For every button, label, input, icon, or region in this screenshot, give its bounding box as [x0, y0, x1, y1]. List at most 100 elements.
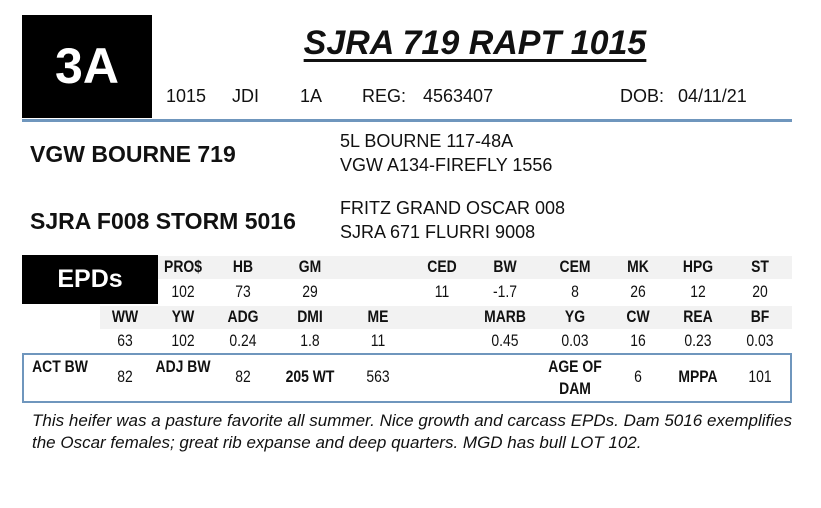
epd-header: ADG	[224, 307, 262, 327]
epd-label: EPDs	[22, 255, 158, 304]
epd-header: GM	[296, 257, 323, 277]
epd-header: ME	[365, 307, 391, 327]
epd-header: HB	[231, 257, 256, 277]
sire-sire: 5L BOURNE 117-48A	[340, 131, 514, 151]
epd-header-text: REA	[683, 307, 713, 326]
performance-box	[22, 353, 792, 403]
epd-value: 11	[369, 331, 387, 351]
reg-label: REG:	[362, 86, 407, 106]
epd-value: 1.8	[298, 331, 322, 351]
perf-age-of-dam-label: AGE OF DAM	[540, 356, 610, 400]
epd-value-text: 11	[370, 331, 386, 350]
epd-value: 8	[570, 282, 579, 302]
epd-header: CEM	[556, 257, 594, 277]
epd-header: REA	[680, 307, 716, 327]
perf-wt205: 563	[364, 367, 392, 387]
epd-header-text: CED	[427, 257, 457, 276]
epd-value-text: 20	[752, 282, 768, 301]
epd-header-text: PRO$	[164, 257, 202, 276]
epd-value: 0.03	[743, 331, 776, 351]
dam: SJRA F008 STORM 5016	[30, 208, 296, 234]
perf-mppa-label-text: MPPA	[678, 367, 718, 386]
epd-value: 0.24	[226, 331, 259, 351]
perf-age-of-dam-label-text: AGE OF DAM	[548, 357, 602, 398]
animal-name: SJRA 719 RAPT 1015	[303, 24, 647, 62]
reg-number: 4563407	[423, 86, 494, 106]
epd-value-text: 102	[171, 282, 195, 301]
epd-header-text: CW	[626, 307, 650, 326]
perf-age-of-dam-text: 6	[634, 367, 642, 386]
epd-header-text: ADG	[227, 307, 259, 326]
epd-header: MK	[625, 257, 651, 277]
perf-adj-bw: 82	[234, 367, 253, 387]
epd-header-text: YW	[171, 307, 195, 326]
perf-adj-bw-text: 82	[235, 367, 251, 386]
epd-value-text: 16	[630, 331, 646, 350]
lot-number-badge: 3A	[22, 15, 152, 118]
epd-value-text: -1.7	[492, 282, 518, 301]
sire: VGW BOURNE 719	[30, 141, 236, 167]
epd-value: 16	[629, 331, 648, 351]
epd-value: 0.45	[488, 331, 521, 351]
epd-value: 20	[751, 282, 770, 302]
epd-value: 63	[116, 331, 135, 351]
epd-header-text: MARB	[484, 307, 526, 326]
epd-value: 0.23	[681, 331, 714, 351]
epd-header-text: HPG	[682, 257, 714, 276]
epd-header: YG	[563, 307, 588, 327]
epd-header: HPG	[680, 257, 717, 277]
epd-value-text: 11	[434, 282, 450, 301]
perf-mppa: 101	[746, 367, 774, 387]
epd-value: -1.7	[490, 282, 519, 302]
perf-adj-bw-label: ADJ BW	[148, 356, 218, 378]
epd-header-text: YG	[564, 307, 586, 326]
epd-header: MARB	[480, 307, 531, 327]
perf-wt205-text: 563	[366, 367, 390, 386]
epd-value: 0.03	[558, 331, 591, 351]
sire-dam: VGW A134-FIREFLY 1556	[340, 155, 553, 175]
epd-header-text: ME	[367, 307, 389, 326]
epd-value: 12	[689, 282, 708, 302]
epd-value-text: 12	[690, 282, 706, 301]
epd-value-text: 1.8	[300, 331, 320, 350]
comments: This heifer was a pasture favorite all s…	[32, 411, 792, 452]
epd-header-text: WW	[111, 307, 139, 326]
perf-act-bw-text: 82	[117, 367, 133, 386]
epd-value-text: 29	[302, 282, 318, 301]
perf-act-bw-label: ACT BW	[25, 356, 95, 378]
epd-value: 11	[433, 282, 451, 302]
epd-header-text: BW	[493, 257, 517, 276]
epd-value-text: 0.03	[746, 331, 774, 350]
epd-header-text: HB	[232, 257, 254, 276]
epd-header: DMI	[294, 307, 325, 327]
epd-header-text: CEM	[559, 257, 591, 276]
epd-value-text: 0.24	[229, 331, 257, 350]
perf-adj-bw-label-text: ADJ BW	[155, 357, 211, 376]
epd-header: ST	[749, 257, 771, 277]
epd-value-text: 26	[630, 282, 646, 301]
epd-value: 29	[301, 282, 320, 302]
perf-act-bw: 82	[116, 367, 135, 387]
perf-wt205-label-text: 205 WT	[285, 367, 335, 386]
perf-mppa-label: MPPA	[674, 367, 722, 387]
epd-header: BW	[491, 257, 519, 277]
epd-value-text: 73	[235, 282, 251, 301]
epd-header: YW	[169, 307, 196, 327]
epd-value: 102	[169, 282, 197, 302]
tattoo: JDI	[232, 86, 259, 106]
epd-value: 26	[629, 282, 648, 302]
epd-value-text: 63	[117, 331, 133, 350]
divider	[22, 119, 792, 122]
epd-header-band	[158, 256, 792, 279]
epd-header-text: GM	[298, 257, 322, 276]
epd-header: PRO$	[160, 257, 206, 277]
lot-code: 1A	[300, 86, 323, 106]
epd-header: BF	[749, 307, 772, 327]
dam-sire: FRITZ GRAND OSCAR 008	[340, 198, 566, 218]
epd-header: WW	[109, 307, 141, 327]
perf-act-bw-label-text: ACT BW	[32, 357, 88, 376]
epd-header: CW	[624, 307, 652, 327]
perf-age-of-dam: 6	[633, 367, 642, 387]
epd-header-text: MK	[627, 257, 649, 276]
epd-header-text: DMI	[297, 307, 323, 326]
